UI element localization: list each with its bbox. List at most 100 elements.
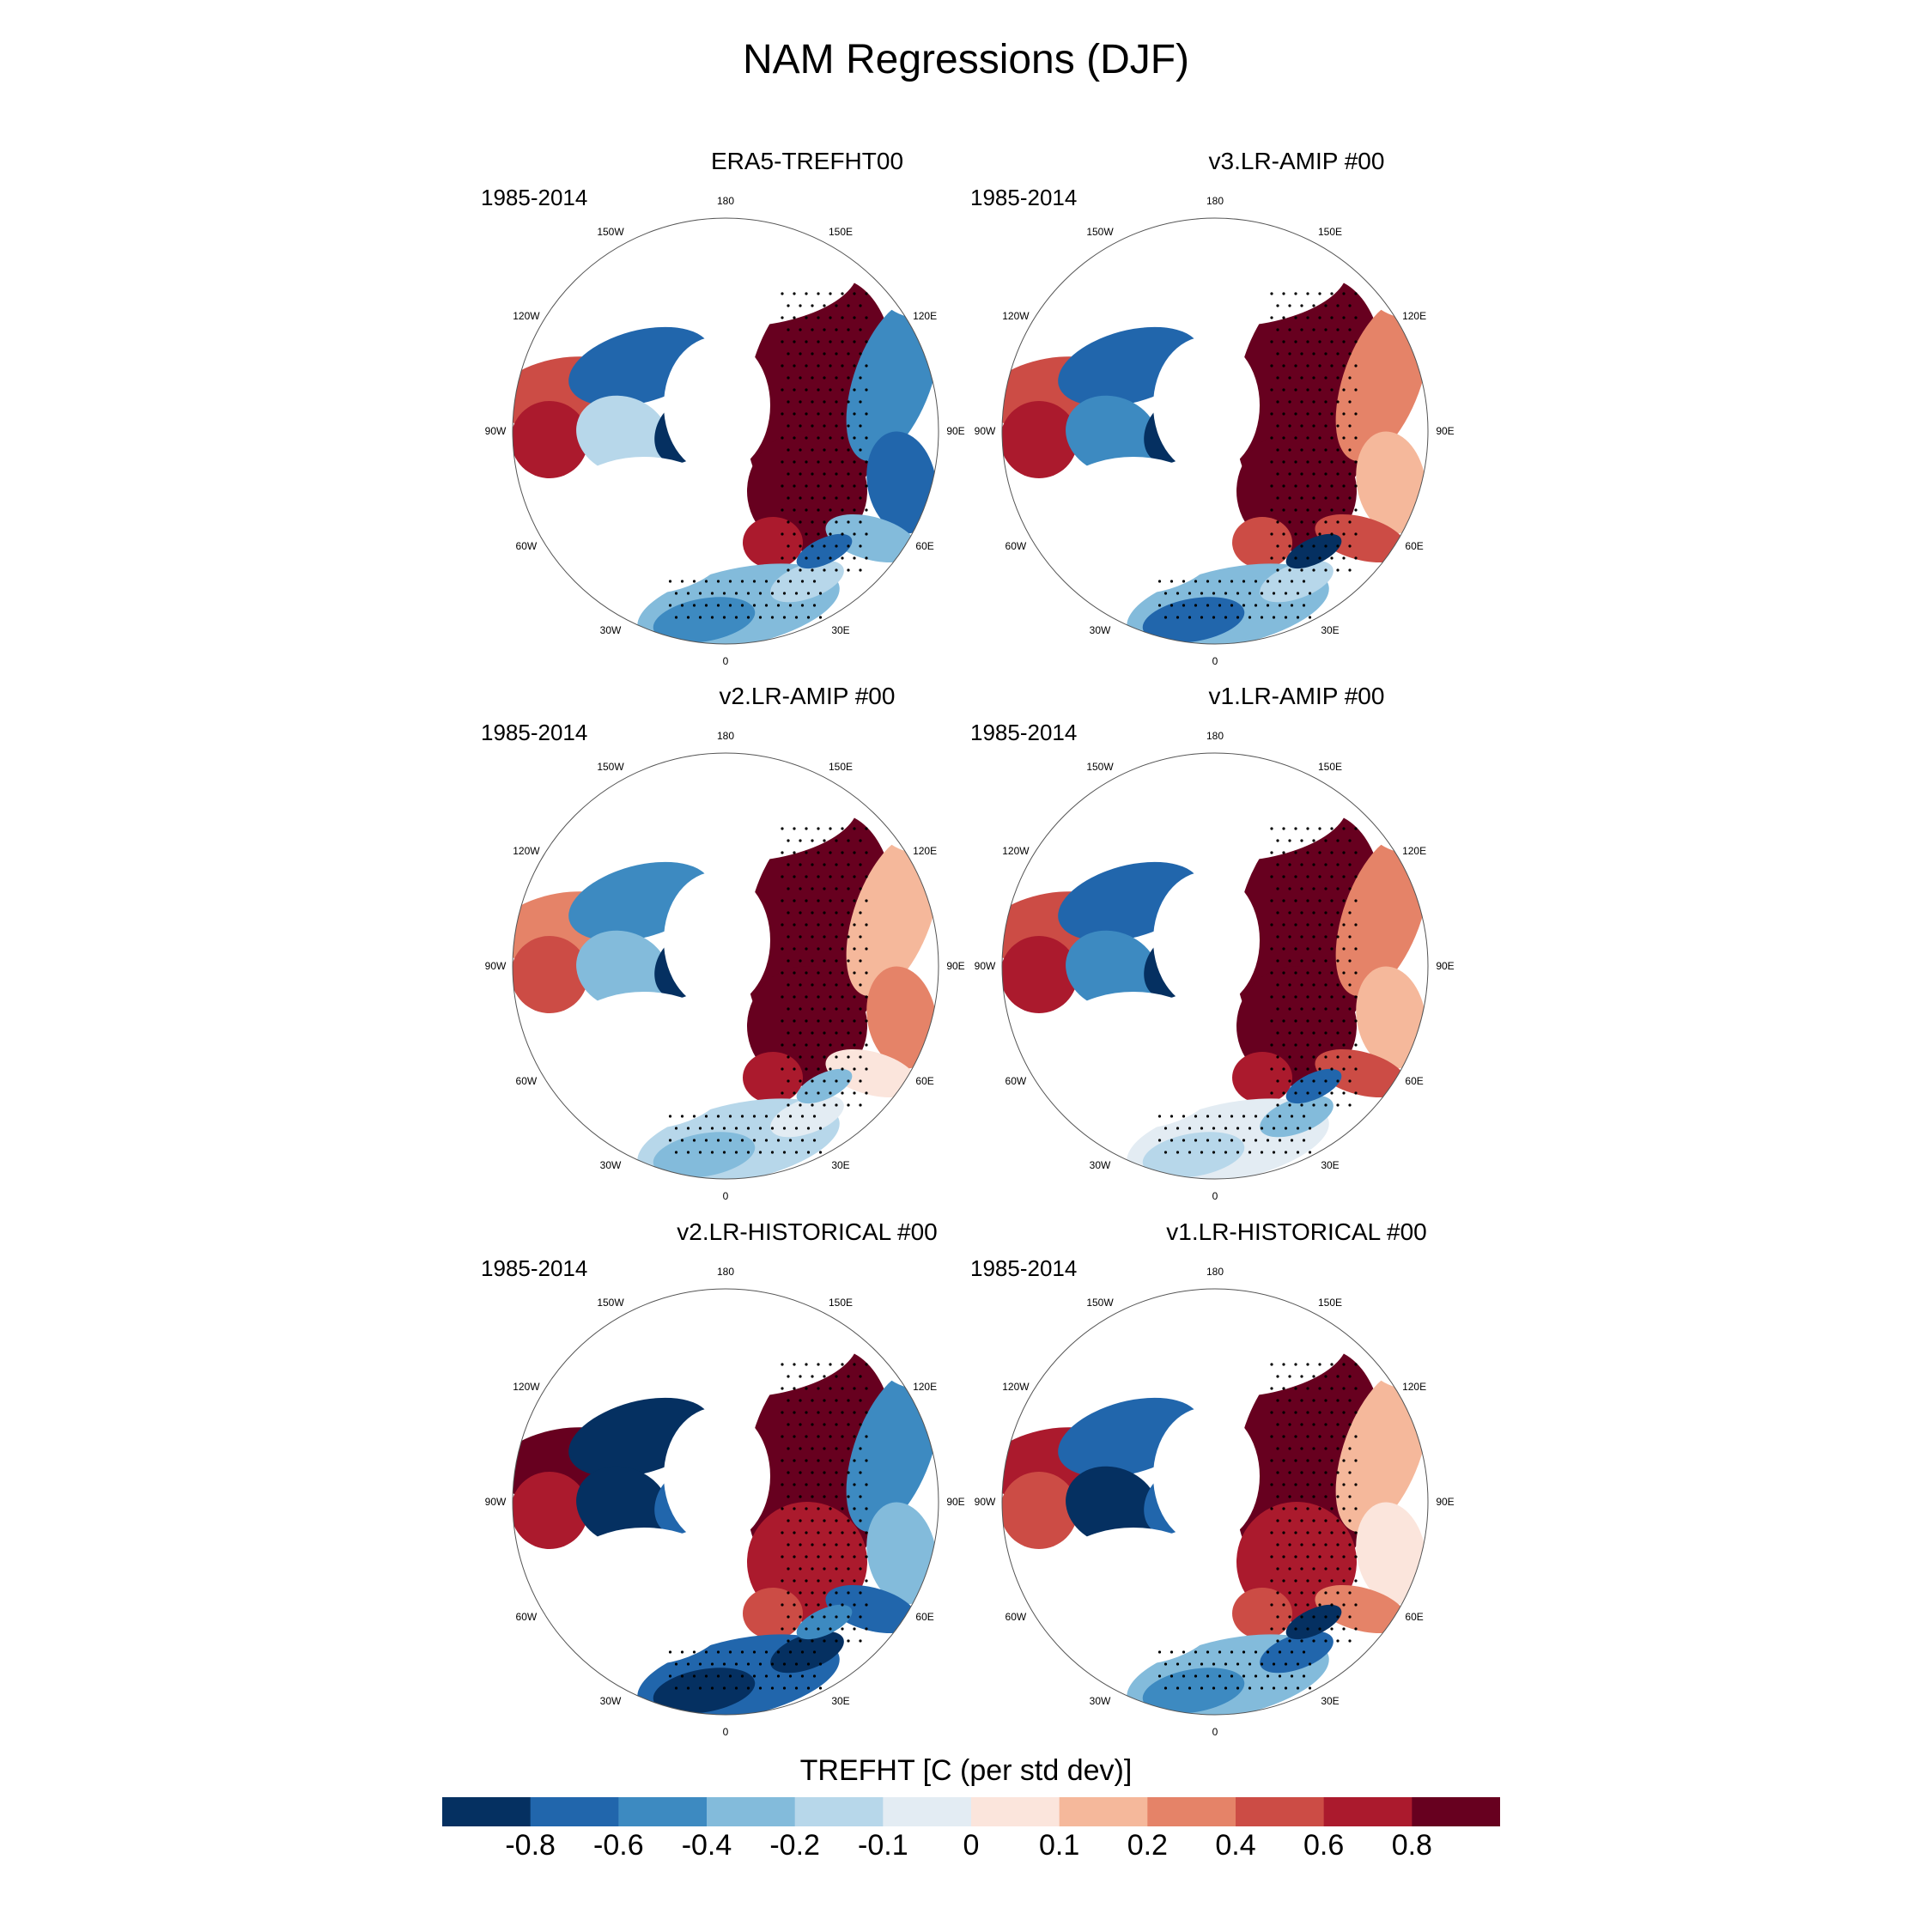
- longitude-label: 150W: [1086, 761, 1114, 773]
- longitude-label: 180: [1206, 195, 1224, 207]
- longitude-label: 60W: [516, 540, 538, 552]
- contour-region: [770, 1095, 844, 1138]
- colorbar-swatch: [618, 1797, 708, 1826]
- panel-title: v2.LR-HISTORICAL #00: [677, 1218, 938, 1245]
- contour-region: [1260, 1095, 1334, 1138]
- longitude-label: 0: [723, 1190, 729, 1202]
- contour-region: [1066, 395, 1158, 476]
- longitude-label: 60W: [516, 1075, 538, 1087]
- colorbar-swatch: [1323, 1797, 1413, 1826]
- ocean-mask: [664, 1407, 770, 1545]
- significance-stippling: [668, 827, 868, 1154]
- colorbar-tick-label: 0.4: [1215, 1829, 1256, 1862]
- longitude-label: 60W: [1005, 540, 1027, 552]
- longitude-label: 0: [723, 655, 729, 667]
- longitude-label: 90W: [975, 960, 996, 972]
- longitude-label: 180: [717, 730, 734, 742]
- contour-region: [1142, 1132, 1245, 1178]
- colorbar-tick-label: 0.6: [1303, 1829, 1345, 1862]
- longitude-label: 90W: [485, 425, 507, 437]
- contour-region: [825, 513, 918, 563]
- contour-region: [1232, 1588, 1292, 1639]
- longitude-label: 30W: [600, 624, 622, 636]
- polar-map: 180 150E 120E 90E 60E 30E 0 30W 60W 90W 120W 150W: [975, 195, 1455, 667]
- ocean-mask: [1365, 786, 1428, 854]
- longitude-label: 150W: [1086, 226, 1114, 238]
- ocean-mask: [876, 1321, 939, 1390]
- longitude-label: 30W: [1090, 1159, 1111, 1171]
- contour-region: [1260, 560, 1334, 603]
- ocean-mask: [550, 992, 738, 1129]
- longitude-label: 120W: [513, 1381, 540, 1393]
- longitude-label: 30E: [831, 624, 849, 636]
- colorbar-swatch: [794, 1797, 884, 1826]
- colorbar-swatch: [883, 1797, 972, 1826]
- panel-title: v1.LR-AMIP #00: [1208, 683, 1385, 709]
- longitude-label: 150W: [1086, 1297, 1114, 1309]
- contour-region: [1232, 1052, 1292, 1103]
- ocean-mask: [1153, 337, 1260, 474]
- polar-map: 180 150E 120E 90E 60E 30E 0 30W 60W 90W 120W 150W: [975, 730, 1455, 1202]
- colorbar-swatch: [1059, 1797, 1148, 1826]
- longitude-label: 120W: [513, 845, 540, 857]
- contour-region: [770, 560, 844, 603]
- longitude-label: 180: [717, 1266, 734, 1278]
- contour-region: [513, 401, 588, 478]
- contour-region: [1002, 401, 1078, 478]
- contour-region: [1356, 431, 1426, 534]
- ocean-mask: [664, 872, 770, 1009]
- panel-title: ERA5-TREFHT00: [710, 148, 904, 174]
- ocean-mask: [1073, 1289, 1348, 1399]
- map-boundary: [512, 217, 939, 645]
- contour-region: [1285, 1068, 1342, 1104]
- contour-region: [576, 1466, 669, 1546]
- ocean-mask: [1073, 218, 1348, 328]
- longitude-label: 150E: [1318, 1297, 1342, 1309]
- significance-stippling: [1157, 292, 1358, 619]
- contour-region: [1142, 597, 1245, 643]
- contour-region: [653, 597, 756, 643]
- longitude-label: 60W: [1005, 1611, 1027, 1623]
- longitude-label: 150W: [597, 761, 624, 773]
- longitude-label: 30E: [831, 1159, 849, 1171]
- significance-stippling: [1157, 1363, 1358, 1690]
- ocean-mask: [1153, 1407, 1260, 1545]
- longitude-label: 90W: [975, 425, 996, 437]
- ocean-mask: [1153, 872, 1260, 1009]
- panel-title: v3.LR-AMIP #00: [1208, 148, 1385, 174]
- contour-region: [846, 1368, 939, 1533]
- contour-region: [743, 517, 803, 568]
- longitude-label: 60W: [1005, 1075, 1027, 1087]
- longitude-label: 150W: [597, 1297, 624, 1309]
- map-boundary: [512, 1288, 939, 1716]
- contour-region: [796, 533, 853, 569]
- longitude-label: 120E: [913, 1381, 937, 1393]
- contour-region: [1260, 1631, 1334, 1674]
- panel-title: v1.LR-HISTORICAL #00: [1166, 1218, 1427, 1245]
- longitude-label: 90E: [1436, 1496, 1454, 1508]
- ocean-mask: [550, 1528, 738, 1665]
- ocean-mask: [1039, 457, 1228, 594]
- contour-region: [576, 395, 669, 476]
- contour-region: [653, 1668, 756, 1714]
- polar-map: 180 150E 120E 90E 60E 30E 0 30W 60W 90W 120W 150W: [485, 195, 965, 667]
- contour-region: [513, 936, 588, 1013]
- longitude-label: 120E: [1402, 1381, 1426, 1393]
- longitude-label: 60E: [915, 540, 933, 552]
- longitude-label: 0: [1212, 655, 1218, 667]
- page-title: NAM Regressions (DJF): [742, 37, 1190, 82]
- panel-period: 1985-2014: [481, 185, 588, 210]
- ocean-mask: [876, 786, 939, 854]
- longitude-label: 60E: [1405, 540, 1423, 552]
- contour-region: [770, 1631, 844, 1674]
- longitude-label: 30E: [1321, 1159, 1339, 1171]
- significance-stippling: [1157, 827, 1358, 1154]
- contour-region: [1066, 1466, 1158, 1546]
- colorbar-tick-label: -0.1: [858, 1829, 908, 1862]
- colorbar-tick-label: 0: [963, 1829, 980, 1862]
- contour-region: [796, 1068, 853, 1104]
- colorbar-swatch: [1412, 1797, 1500, 1826]
- colorbar-tick-label: 0.8: [1391, 1829, 1432, 1862]
- colorbar-swatch: [1147, 1797, 1236, 1826]
- longitude-label: 60W: [516, 1611, 538, 1623]
